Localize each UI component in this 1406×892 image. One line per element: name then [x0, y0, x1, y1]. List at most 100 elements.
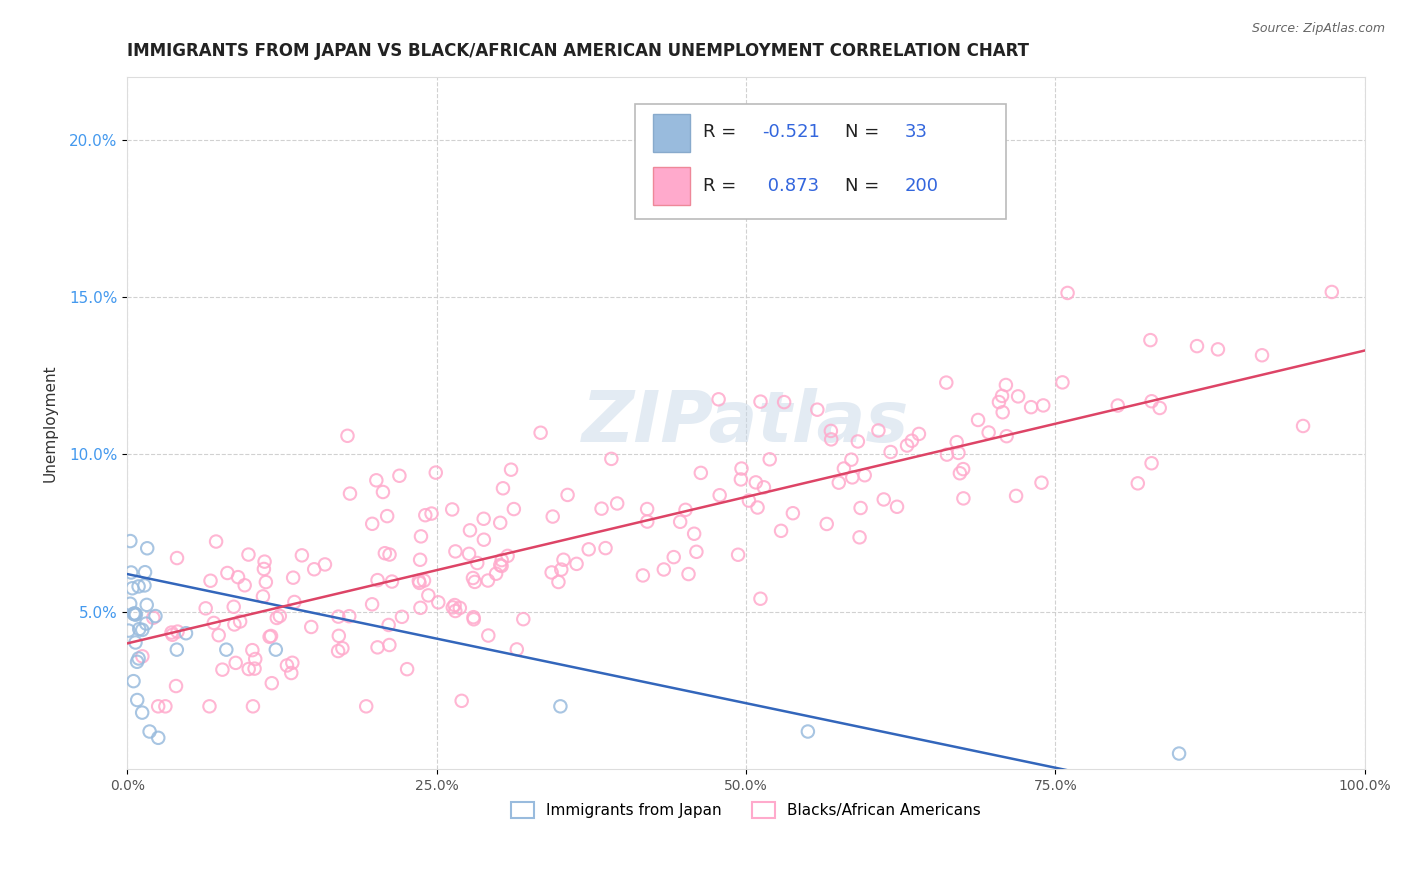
Point [1168, 747, 1191, 761]
Point [361, 516, 384, 531]
Point [1019, 400, 1042, 414]
Text: R =: R = [703, 177, 735, 195]
Point [945, 435, 967, 450]
Point [134, 565, 156, 579]
Point [441, 502, 464, 516]
Point [1320, 285, 1343, 299]
Point [314, 558, 336, 572]
Point [120, 597, 142, 611]
Point [254, 575, 277, 590]
Point [131, 623, 153, 637]
Point [243, 662, 266, 676]
Point [138, 724, 160, 739]
Text: Source: ZipAtlas.com: Source: ZipAtlas.com [1251, 22, 1385, 36]
Point [1052, 376, 1074, 390]
Point [378, 638, 401, 652]
Point [948, 446, 970, 460]
Y-axis label: Unemployment: Unemployment [44, 364, 58, 482]
Point [361, 597, 384, 611]
Point [1126, 476, 1149, 491]
Point [749, 394, 772, 409]
Point [166, 642, 188, 657]
Point [332, 641, 354, 656]
Point [148, 699, 170, 714]
Point [391, 610, 413, 624]
Point [770, 524, 793, 538]
Point [208, 628, 231, 642]
Point [1140, 456, 1163, 470]
Point [142, 611, 165, 625]
Point [752, 480, 775, 494]
Point [266, 611, 288, 625]
Point [578, 542, 600, 557]
Point [128, 622, 150, 636]
Point [124, 607, 146, 621]
Point [226, 570, 249, 584]
Point [745, 475, 768, 490]
Point [472, 512, 495, 526]
Point [155, 699, 177, 714]
Point [444, 604, 467, 618]
FancyBboxPatch shape [654, 168, 690, 205]
Point [202, 615, 225, 630]
Point [541, 509, 564, 524]
Point [848, 530, 870, 544]
Point [565, 557, 588, 571]
Point [465, 556, 488, 570]
Point [841, 470, 863, 484]
Point [125, 607, 148, 622]
Point [354, 699, 377, 714]
Point [707, 392, 730, 407]
Point [396, 662, 419, 676]
Point [408, 574, 430, 588]
Point [264, 642, 287, 657]
Legend: Immigrants from Japan, Blacks/African Americans: Immigrants from Japan, Blacks/African Am… [505, 796, 987, 824]
Point [215, 642, 238, 657]
Point [820, 433, 842, 447]
Point [283, 571, 305, 585]
Point [994, 378, 1017, 392]
Point [427, 595, 450, 609]
FancyBboxPatch shape [654, 113, 690, 152]
Point [117, 624, 139, 638]
Point [162, 628, 184, 642]
Point [194, 601, 217, 615]
Point [165, 679, 187, 693]
Point [420, 507, 443, 521]
Point [441, 600, 464, 615]
Point [815, 516, 838, 531]
Point [222, 599, 245, 614]
Point [1140, 394, 1163, 409]
Point [328, 609, 350, 624]
Point [238, 548, 260, 562]
Point [281, 656, 304, 670]
Point [260, 676, 283, 690]
Point [749, 591, 772, 606]
Point [832, 461, 855, 475]
Text: N =: N = [845, 123, 879, 141]
Point [166, 624, 188, 639]
Point [120, 566, 142, 580]
Point [873, 492, 896, 507]
Point [512, 612, 534, 626]
Point [636, 515, 658, 529]
Point [375, 509, 398, 524]
Point [378, 548, 401, 562]
Point [806, 402, 828, 417]
Point [553, 553, 575, 567]
Point [669, 515, 692, 529]
Point [662, 550, 685, 565]
Point [730, 461, 752, 475]
Point [758, 452, 780, 467]
Point [477, 574, 499, 588]
Point [124, 635, 146, 649]
Point [276, 658, 298, 673]
Point [773, 395, 796, 409]
Text: ZIPatlas: ZIPatlas [582, 388, 910, 458]
Point [367, 573, 389, 587]
Point [747, 500, 769, 515]
Point [121, 581, 143, 595]
Point [853, 468, 876, 483]
Point [388, 468, 411, 483]
Point [120, 534, 142, 549]
